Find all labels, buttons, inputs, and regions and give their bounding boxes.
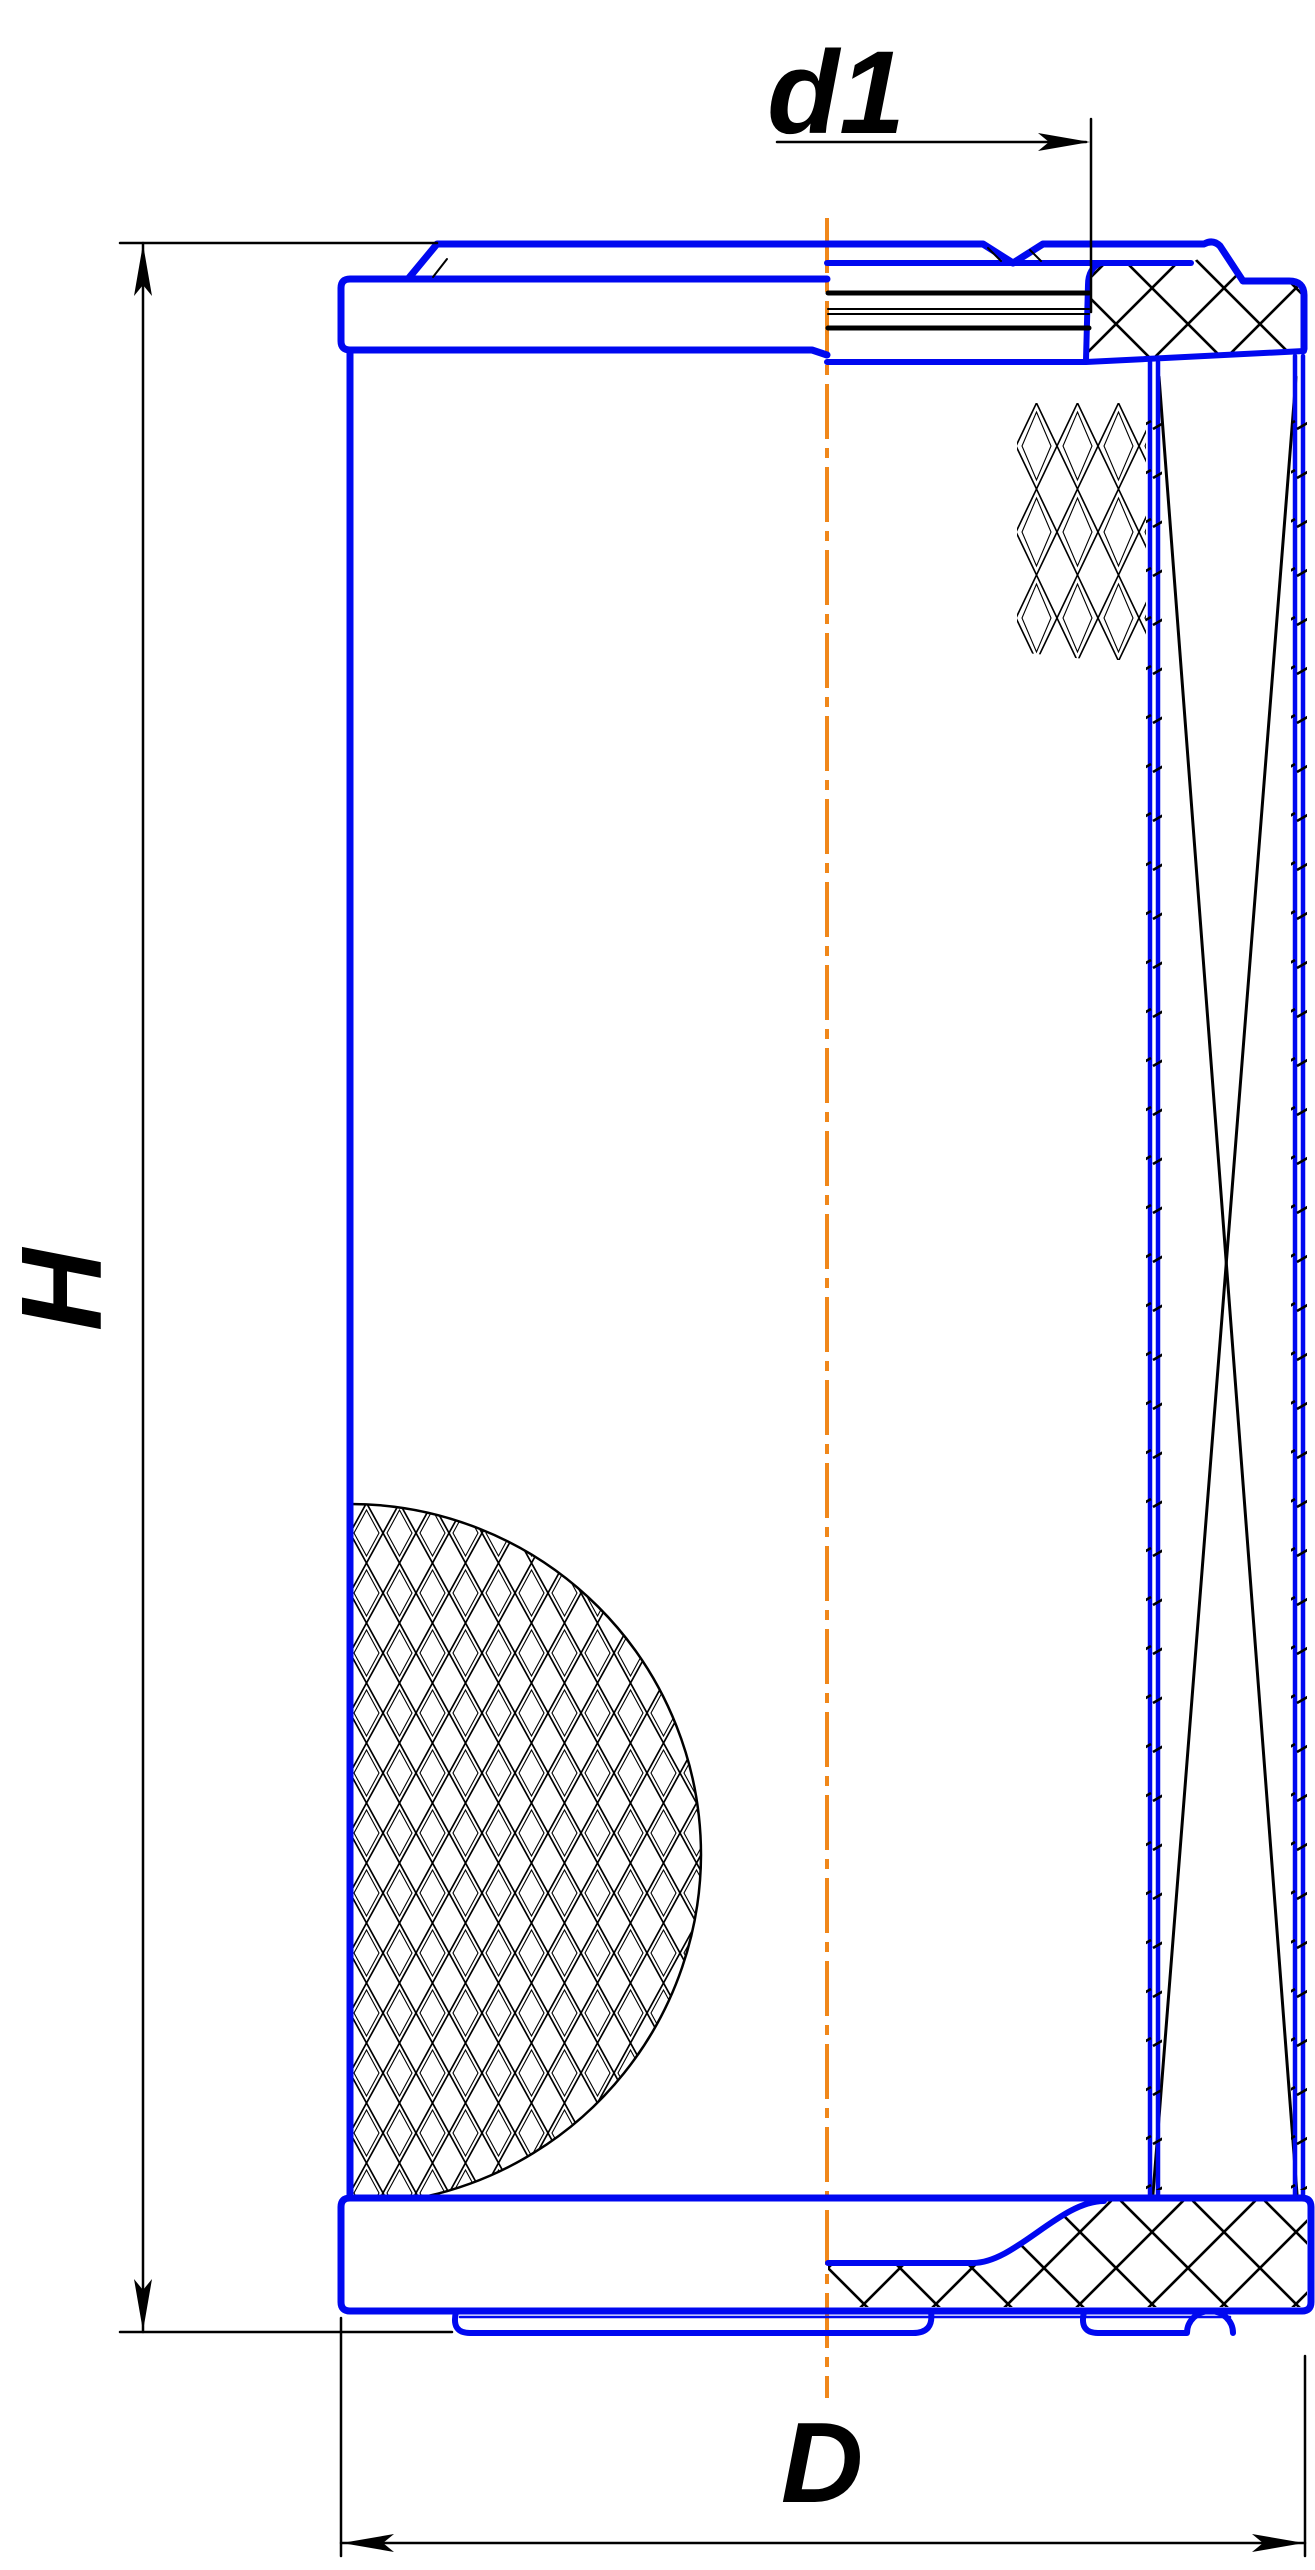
dimension-d: D <box>339 2316 1307 2558</box>
notch-echo-right <box>1029 249 1042 262</box>
dimension-h: H <box>0 241 454 2334</box>
chamfer-echo-line <box>432 258 448 278</box>
dimension-label-d1: d1 <box>767 27 905 159</box>
bottom-lip-left <box>452 2309 935 2336</box>
pleat-diagonal-2 <box>1151 375 1298 2196</box>
top-cap-outer-profile <box>404 238 1308 353</box>
filter-pleat-column <box>1146 353 1307 2199</box>
bottom-lip-right-with-notch <box>1080 2308 1236 2336</box>
bottom-seal-top-curve <box>825 2198 1107 2266</box>
d1-arrow-right <box>1038 133 1090 151</box>
notch-echo-left <box>987 247 1002 262</box>
d-arrow-left <box>342 2534 394 2552</box>
thread-bore-lines <box>825 290 1092 331</box>
seal-crosshatch-bottom <box>828 2201 1307 2307</box>
seal-crosshatch-top <box>1086 246 1304 360</box>
h-arrow-down <box>134 2279 152 2331</box>
mesh-boundary-arc <box>348 1502 703 2198</box>
dimension-label-h: H <box>0 1246 126 1331</box>
pleat-ticks-right-wall <box>1291 400 1307 2190</box>
bottom-end-cap <box>337 2194 1315 2336</box>
mesh-fill <box>350 1504 701 2196</box>
pleat-ticks-left-wall <box>1146 400 1162 2190</box>
mesh-screen-bottom-left <box>348 1502 703 2198</box>
h-arrow-up <box>134 244 152 296</box>
top-cap-band-left <box>337 275 831 359</box>
top-end-cap <box>337 238 1308 365</box>
bottom-cap-band <box>337 2194 1315 2315</box>
dimension-label-d: D <box>781 2400 863 2527</box>
pleat-diagonal-1 <box>1157 375 1299 2196</box>
dimension-d1: d1 <box>767 27 1093 314</box>
mesh-screen-top-right <box>1017 403 1146 660</box>
d-arrow-right <box>1252 2534 1304 2552</box>
top-cap-bottom-right <box>824 348 1307 365</box>
